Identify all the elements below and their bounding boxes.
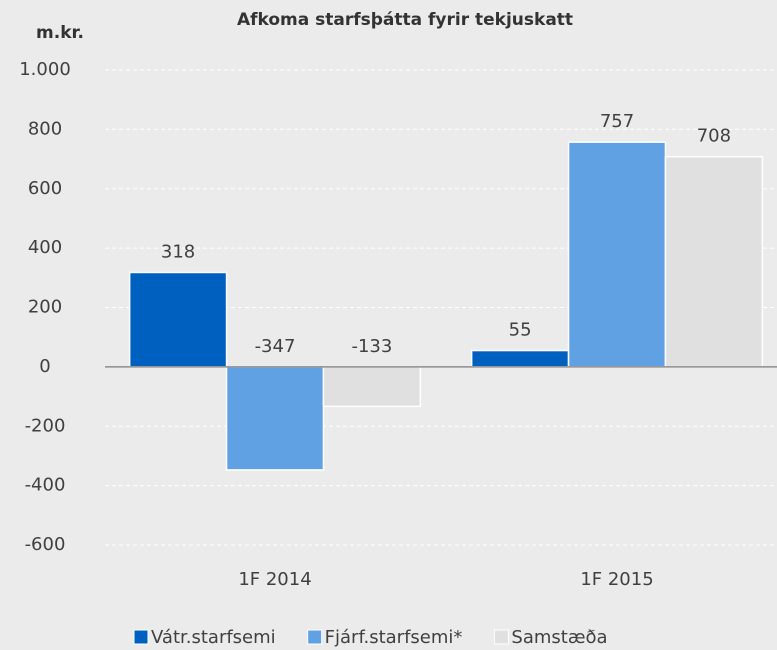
bar	[322, 366, 422, 408]
legend-swatch	[307, 629, 323, 645]
y-tick-label: 400	[28, 237, 62, 258]
legend-swatch	[493, 629, 509, 645]
legend-label: Samstæða	[511, 627, 607, 648]
bar	[664, 155, 764, 368]
bar	[470, 349, 570, 368]
data-label: 318	[161, 241, 195, 262]
bar	[128, 271, 228, 368]
y-tick-label: 800	[28, 118, 62, 139]
legend-label: Fjárf.starfsemi*	[325, 627, 463, 648]
y-tick-label: -200	[25, 415, 66, 436]
data-label: 708	[697, 126, 731, 147]
y-tick-label: -600	[25, 534, 66, 555]
bar	[567, 141, 667, 368]
y-tick-label: -400	[25, 475, 66, 496]
y-tick-label: 0	[39, 356, 50, 377]
y-tick-label: 600	[28, 178, 62, 199]
legend-swatch	[133, 629, 149, 645]
x-tick-label: 1F 2014	[238, 569, 311, 590]
y-tick-label: 1.000	[19, 59, 71, 80]
x-tick-label: 1F 2015	[580, 569, 653, 590]
data-label: 757	[600, 111, 634, 132]
legend-label: Vátr.starfsemi	[151, 627, 276, 648]
data-label: -347	[255, 336, 296, 357]
data-label: -133	[351, 336, 392, 357]
chart-title: Afkoma starfsþátta fyrir tekjuskatt	[237, 10, 573, 30]
y-tick-label: 200	[28, 297, 62, 318]
data-label: 55	[509, 320, 532, 341]
bar	[225, 366, 325, 471]
y-axis-label: m.kr.	[36, 23, 84, 43]
